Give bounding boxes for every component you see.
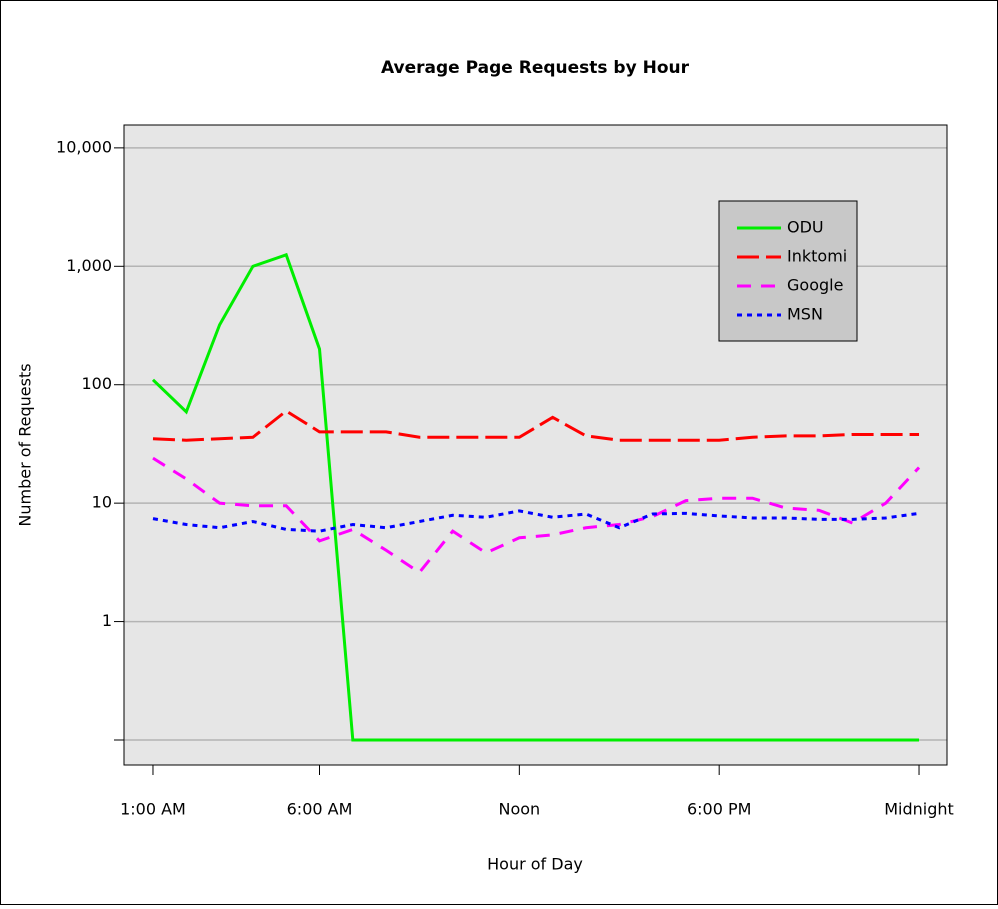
- legend-label: Inktomi: [787, 247, 847, 266]
- x-tick-label: 6:00 AM: [287, 800, 353, 819]
- series-line: [152, 409, 920, 442]
- series-line: [152, 456, 921, 575]
- x-tick-label: 1:00 AM: [120, 800, 186, 819]
- chart-title: Average Page Requests by Hour: [381, 58, 690, 78]
- legend-label: MSN: [787, 305, 823, 324]
- legend-label: Google: [787, 276, 843, 295]
- y-tick-label: 10,000: [56, 137, 112, 156]
- y-tick-label: 1: [102, 611, 112, 630]
- legend-label: ODU: [787, 218, 824, 237]
- x-tick-label: Noon: [499, 800, 541, 819]
- y-tick-label: 10: [92, 493, 112, 512]
- y-axis-label: Number of Requests: [16, 363, 35, 526]
- plot-border: [123, 124, 948, 766]
- y-tick-label: 1,000: [66, 256, 112, 275]
- x-tick-label: 6:00 PM: [687, 800, 751, 819]
- series-line: [151, 252, 920, 742]
- y-tick-label: 100: [81, 374, 112, 393]
- x-tick-label: Midnight: [884, 800, 954, 819]
- legend-box: [718, 200, 858, 342]
- x-axis-label: Hour of Day: [487, 855, 583, 874]
